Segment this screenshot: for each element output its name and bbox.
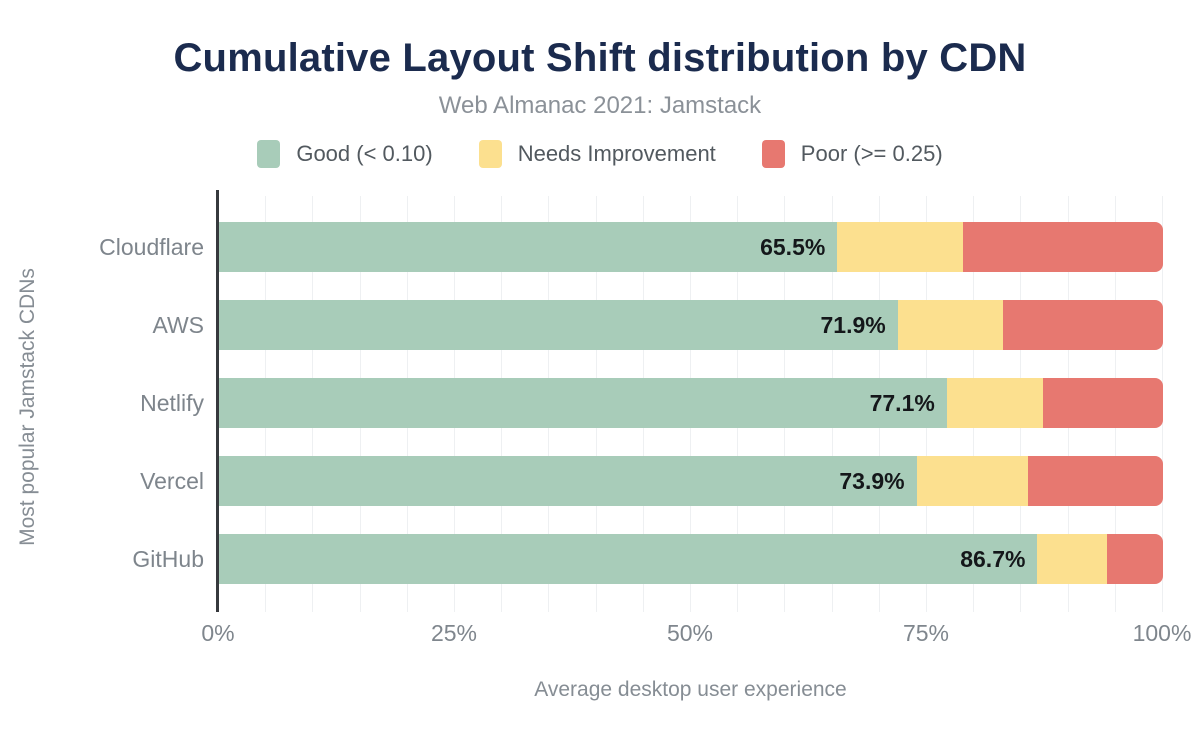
bar-segment-poor — [962, 222, 1163, 272]
chart-title: Cumulative Layout Shift distribution by … — [173, 36, 1027, 80]
legend-item-2: Poor (>= 0.25) — [761, 140, 943, 168]
value-label: 86.7% — [960, 545, 1026, 572]
bar-segment-good — [219, 300, 898, 350]
bar-segment-good — [219, 222, 838, 272]
value-label: 73.9% — [839, 467, 905, 494]
legend-item-1: Needs Improvement — [478, 140, 716, 168]
legend-item-0: Good (< 0.10) — [257, 140, 433, 168]
bar-row-cloudflare — [219, 222, 1163, 272]
category-label-aws: AWS — [152, 311, 204, 338]
legend: Good (< 0.10) Needs Improvement Poor (>= 0… — [0, 140, 1200, 168]
bar-segment-needs-improvement — [946, 378, 1044, 428]
category-label-vercel: Vercel — [140, 467, 204, 494]
x-axis-title: Average desktop user experience — [534, 678, 847, 701]
x-tick-50: 50% — [666, 620, 714, 646]
legend-label: Good (< 0.10) — [296, 141, 433, 166]
bar-segment-needs-improvement — [897, 300, 1004, 350]
plot-area: Cloudflare 65.5% AWS 71.9% Netlify 77.1% Verce… — [99, 190, 1191, 646]
value-label: 77.1% — [869, 389, 935, 416]
legend-label: Poor (>= 0.25) — [800, 141, 943, 166]
x-tick-25: 25% — [430, 620, 478, 646]
bar-segment-good — [219, 534, 1038, 584]
y-axis-title: Most popular Jamstack CDNs — [16, 268, 39, 546]
bar-row-aws — [219, 300, 1163, 350]
value-label: 71.9% — [820, 311, 886, 338]
x-tick-0: 0% — [201, 620, 235, 646]
category-label-netlify: Netlify — [140, 389, 204, 416]
x-tick-75: 75% — [902, 620, 950, 646]
value-label: 65.5% — [760, 233, 826, 260]
bar-row-vercel — [219, 456, 1163, 506]
bar-segment-good — [219, 378, 947, 428]
bar-segment-poor — [1043, 378, 1163, 428]
legend-label: Needs Improvement — [517, 141, 716, 166]
bar-segment-poor — [1107, 534, 1163, 584]
x-tick-100: 100% — [1132, 620, 1192, 646]
legend-swatch-poor — [761, 140, 785, 168]
category-label-cloudflare: Cloudflare — [99, 233, 204, 260]
y-axis-line — [216, 190, 219, 612]
bar-segment-good — [219, 456, 917, 506]
bar-segment-poor — [1003, 300, 1163, 350]
bar-row-netlify — [219, 378, 1163, 428]
bar-segment-needs-improvement — [837, 222, 963, 272]
bar-segment-needs-improvement — [1037, 534, 1108, 584]
legend-swatch-needs-improvement — [478, 140, 502, 168]
bar-row-github — [219, 534, 1163, 584]
category-label-github: GitHub — [132, 545, 204, 572]
legend-swatch-good — [257, 140, 281, 168]
bar-segment-needs-improvement — [916, 456, 1028, 506]
bar-segment-poor — [1028, 456, 1163, 506]
chart-subtitle: Web Almanac 2021: Jamstack — [438, 92, 762, 119]
